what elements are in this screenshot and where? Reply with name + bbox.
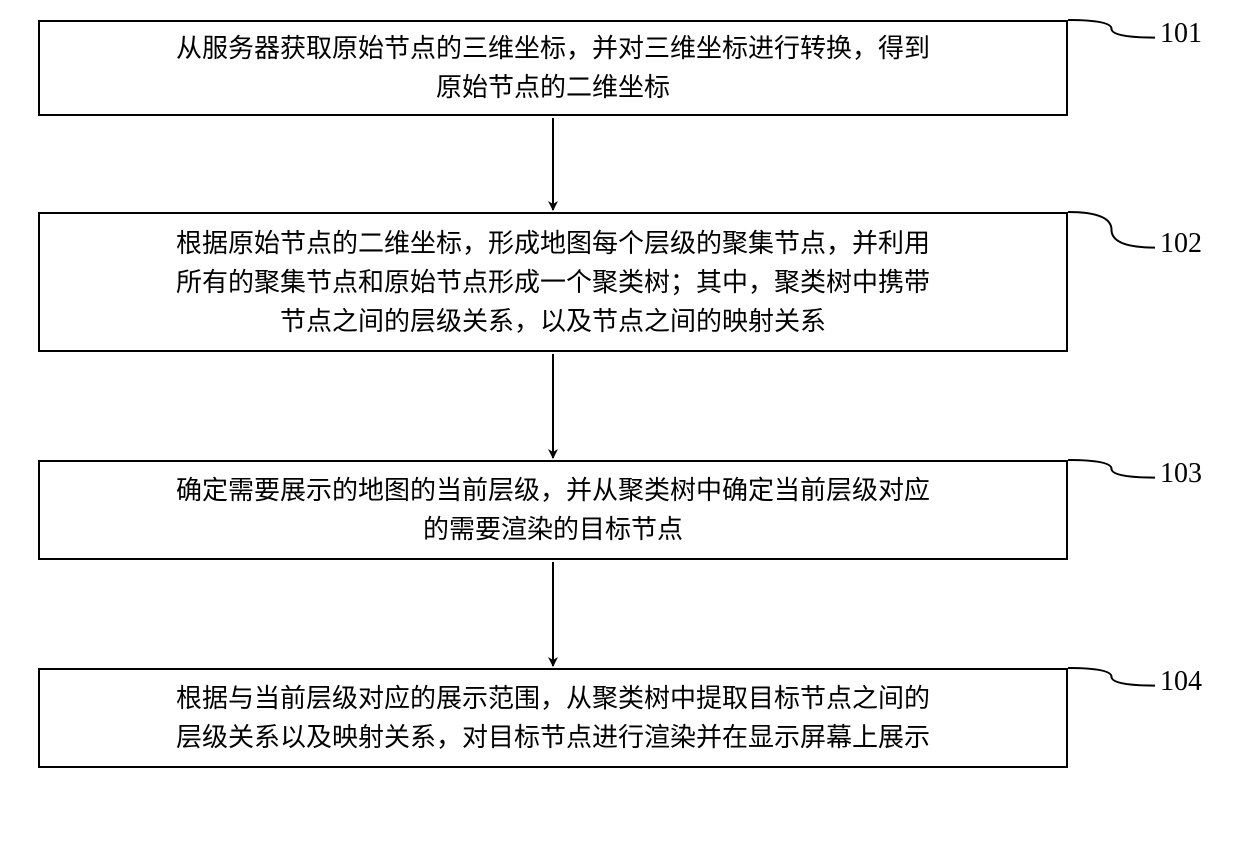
node-text: 从服务器获取原始节点的三维坐标，并对三维坐标进行转换，得到 原始节点的二维坐标 bbox=[176, 29, 930, 107]
step-label-104: 104 bbox=[1160, 666, 1202, 698]
node-text: 根据原始节点的二维坐标，形成地图每个层级的聚集节点，并利用 所有的聚集节点和原始… bbox=[176, 224, 930, 341]
step-label-102: 102 bbox=[1160, 228, 1202, 260]
step-label-103: 103 bbox=[1160, 458, 1202, 490]
node-text: 根据与当前层级对应的展示范围，从聚类树中提取目标节点之间的 层级关系以及映射关系… bbox=[176, 679, 930, 757]
flowchart-node-step2: 根据原始节点的二维坐标，形成地图每个层级的聚集节点，并利用 所有的聚集节点和原始… bbox=[38, 212, 1068, 352]
flowchart-canvas: 从服务器获取原始节点的三维坐标，并对三维坐标进行转换，得到 原始节点的二维坐标 1… bbox=[0, 0, 1240, 867]
node-text: 确定需要展示的地图的当前层级，并从聚类树中确定当前层级对应 的需要渲染的目标节点 bbox=[176, 471, 930, 549]
step-label-101: 101 bbox=[1160, 18, 1202, 50]
flowchart-node-step4: 根据与当前层级对应的展示范围，从聚类树中提取目标节点之间的 层级关系以及映射关系… bbox=[38, 668, 1068, 768]
flowchart-node-step1: 从服务器获取原始节点的三维坐标，并对三维坐标进行转换，得到 原始节点的二维坐标 bbox=[38, 20, 1068, 116]
flowchart-node-step3: 确定需要展示的地图的当前层级，并从聚类树中确定当前层级对应 的需要渲染的目标节点 bbox=[38, 460, 1068, 560]
